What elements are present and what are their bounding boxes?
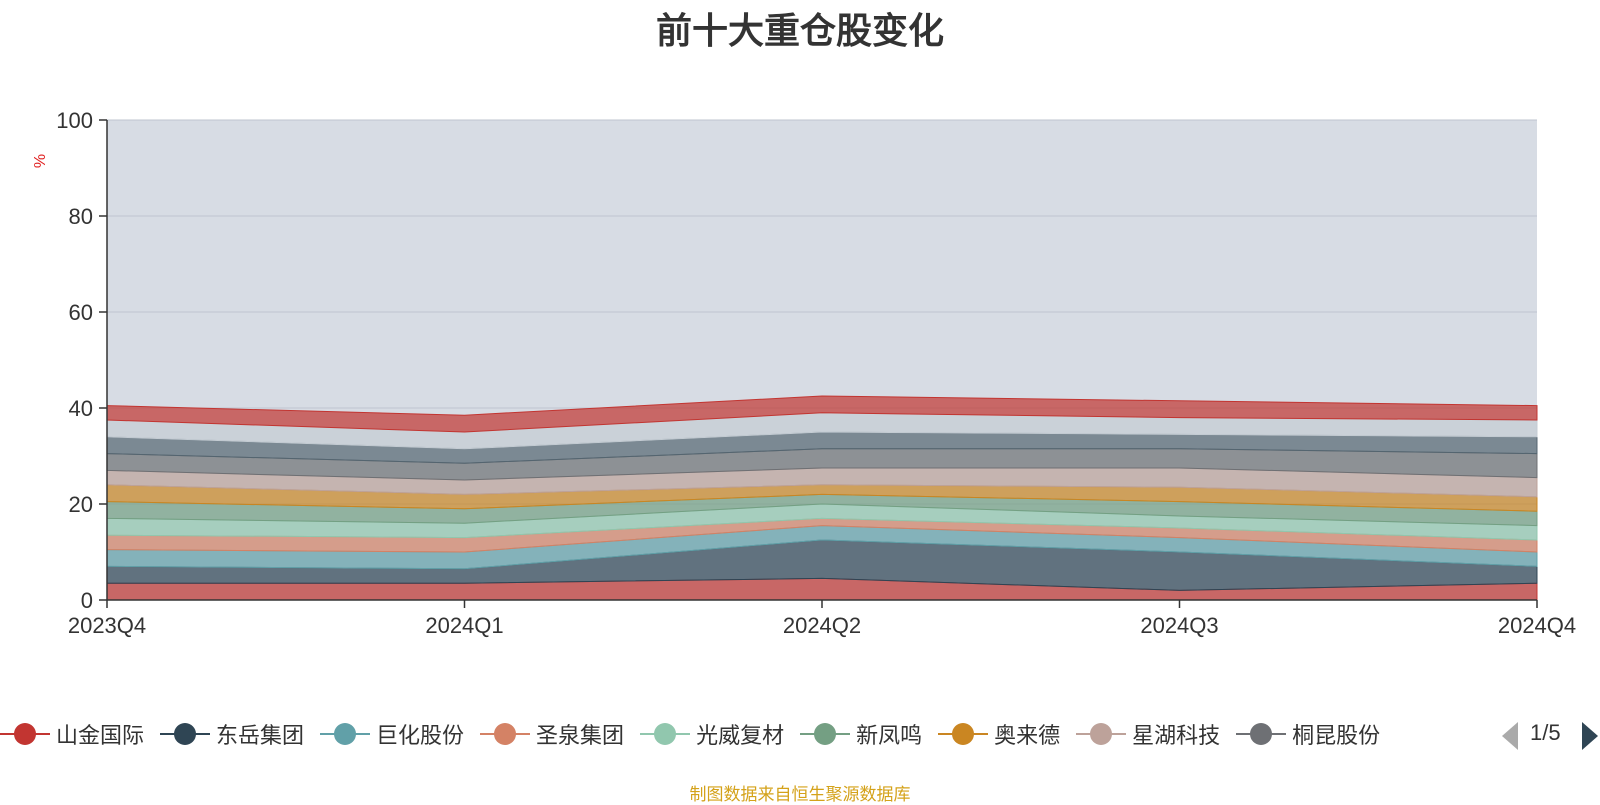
- legend-item[interactable]: 巨化股份: [320, 716, 464, 752]
- legend-item[interactable]: 桐昆股份: [1236, 716, 1380, 752]
- x-tick-label: 2024Q1: [425, 613, 503, 638]
- legend-label: 光威复材: [696, 723, 785, 748]
- legend-marker-icon: [1236, 721, 1287, 747]
- y-tick-label: 100: [56, 108, 93, 133]
- legend-marker-icon: [640, 721, 691, 747]
- y-tick-label: 40: [69, 396, 93, 421]
- legend-marker-icon: [160, 721, 211, 747]
- y-tick-label: 20: [69, 492, 93, 517]
- y-tick-label: 0: [81, 588, 93, 613]
- legend-marker-icon: [1076, 721, 1127, 747]
- legend-item[interactable]: 圣泉集团: [480, 716, 624, 752]
- legend-label: 星湖科技: [1132, 723, 1221, 748]
- legend-label: 桐昆股份: [1292, 723, 1381, 748]
- legend-label: 东岳集团: [216, 723, 305, 748]
- y-tick-label: 60: [69, 300, 93, 325]
- x-tick-label: 2023Q4: [68, 613, 146, 638]
- legend-item[interactable]: 奥来德: [938, 716, 1060, 752]
- x-tick-label: 2024Q4: [1498, 613, 1576, 638]
- legend-pager: 1/5: [1500, 718, 1600, 754]
- area-series[interactable]: [106, 395, 1538, 433]
- legend-marker-icon: [480, 721, 531, 747]
- legend: 山金国际 东岳集团 巨化股份 圣泉集团 光威复材 新凤鸣 奥来德 星湖科技 桐昆股份: [0, 716, 1485, 756]
- legend-item[interactable]: 星湖科技: [1076, 716, 1220, 752]
- legend-label: 山金国际: [56, 723, 145, 748]
- y-tick-label: 80: [69, 204, 93, 229]
- chart-title: 前十大重仓股变化: [655, 10, 944, 51]
- legend-label: 圣泉集团: [536, 723, 625, 748]
- legend-item[interactable]: 东岳集团: [160, 716, 304, 752]
- legend-marker-icon: [0, 721, 50, 747]
- legend-item[interactable]: 新凤鸣: [800, 716, 922, 752]
- legend-page-number: 1/5: [1530, 720, 1561, 745]
- legend-prev-page-icon[interactable]: [1502, 722, 1518, 750]
- chart-canvas: 0 20 40 60 80 100 2023Q4 2024Q1 2024Q2 2024Q3 2024…: [56, 108, 1576, 638]
- legend-label: 巨化股份: [376, 723, 465, 748]
- x-tick-label: 2024Q3: [1140, 613, 1218, 638]
- legend-marker-icon: [320, 721, 371, 747]
- x-tick-label: 2024Q2: [783, 613, 861, 638]
- legend-marker-icon: [938, 721, 989, 747]
- legend-item[interactable]: 光威复材: [640, 716, 784, 752]
- legend-label: 奥来德: [994, 723, 1061, 748]
- legend-item[interactable]: 山金国际: [0, 716, 144, 752]
- legend-marker-icon: [800, 721, 851, 747]
- legend-label: 新凤鸣: [856, 723, 923, 748]
- legend-next-page-icon[interactable]: [1582, 722, 1598, 750]
- data-source-note: 制图数据来自恒生聚源数据库: [689, 785, 911, 804]
